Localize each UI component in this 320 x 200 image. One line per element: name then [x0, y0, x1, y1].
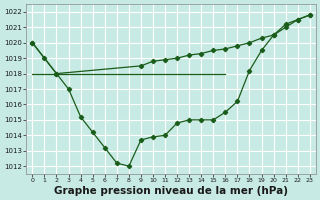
X-axis label: Graphe pression niveau de la mer (hPa): Graphe pression niveau de la mer (hPa): [54, 186, 288, 196]
